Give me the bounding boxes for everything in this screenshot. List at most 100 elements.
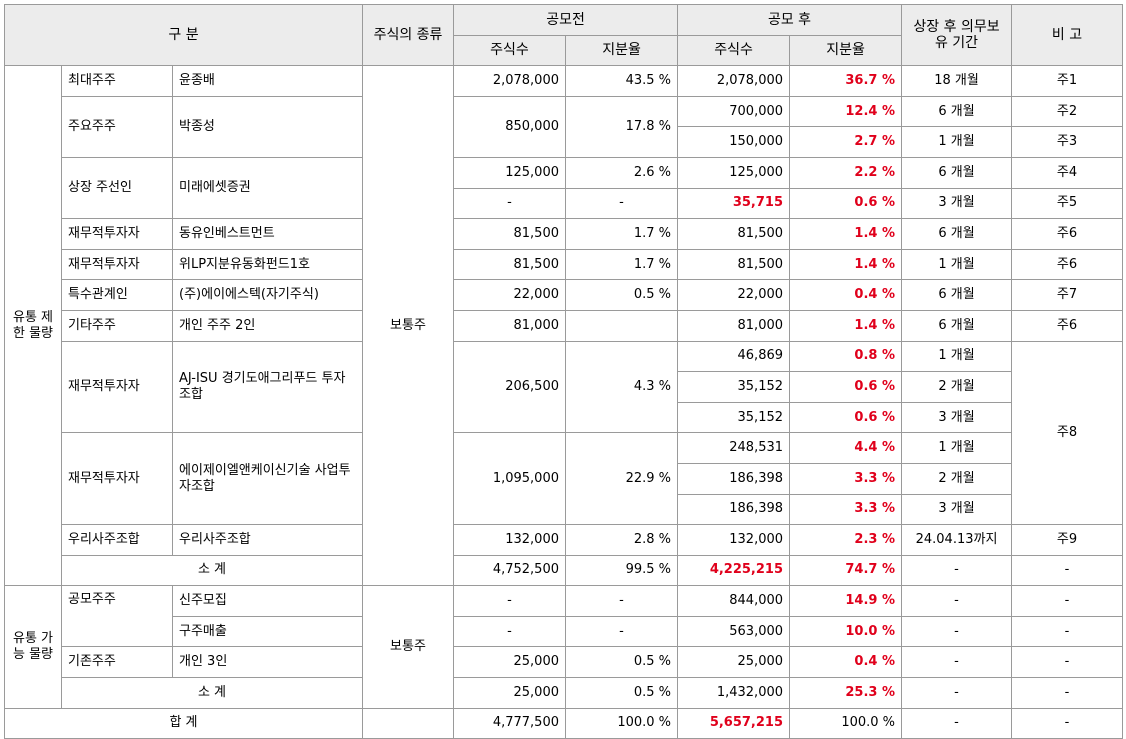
table-row: - - 35,715 0.6 % 3 개월 주5 bbox=[5, 187, 1124, 220]
holder-type: 특수관계인 bbox=[61, 279, 173, 311]
post-ratio: 2.2 % bbox=[789, 156, 903, 189]
post-shares: 844,000 bbox=[677, 585, 791, 617]
post-ratio: 0.6 % bbox=[789, 187, 903, 220]
pre-shares: 4,752,500 bbox=[453, 554, 566, 587]
post-ratio: 0.8 % bbox=[789, 340, 903, 373]
pre-ratio: - bbox=[564, 615, 679, 648]
holder-type: 최대주주 bbox=[61, 65, 173, 97]
lockup-table: 구 분 주식의 종류 공모전 공모 후 상장 후 의무보유 기간 비 고 주식수… bbox=[4, 3, 1124, 739]
post-ratio: 0.6 % bbox=[789, 401, 903, 434]
lockup-period: - bbox=[901, 554, 1013, 587]
holder-type: 재무적투자자 bbox=[61, 340, 173, 434]
pre-shares: 25,000 bbox=[453, 677, 566, 709]
post-ratio: 1.4 % bbox=[789, 218, 903, 250]
post-ratio: 1.4 % bbox=[789, 309, 903, 342]
pre-shares: 81,500 bbox=[453, 218, 566, 250]
holder-type: 기존주주 bbox=[61, 646, 173, 679]
post-shares: 46,869 bbox=[677, 340, 791, 373]
total-stock-type bbox=[362, 707, 454, 739]
holder-name: 에이제이엘앤케이신기술 사업투자조합 bbox=[172, 432, 363, 526]
table-row: 기타주주 개인 주주 2인 81,000 81,000 1.4 % 6 개월 주… bbox=[5, 309, 1124, 342]
post-ratio: 2.3 % bbox=[789, 524, 903, 556]
pre-ratio: - bbox=[564, 585, 679, 617]
table-row: 186,398 3.3 % 2 개월 bbox=[5, 462, 1123, 495]
header-stock-type: 주식의 종류 bbox=[362, 3, 454, 67]
post-shares: 81,500 bbox=[677, 248, 791, 281]
total-label: 합 계 bbox=[4, 707, 363, 739]
pre-shares: - bbox=[453, 187, 566, 220]
pre-shares: 4,777,500 bbox=[453, 707, 566, 739]
note: - bbox=[1011, 646, 1124, 679]
holder-name: 위LP지분유동화펀드1호 bbox=[172, 248, 363, 281]
pre-ratio: 2.6 % bbox=[564, 156, 679, 189]
lockup-period: - bbox=[901, 677, 1013, 709]
lockup-period: 3 개월 bbox=[901, 187, 1013, 220]
header-lockup-period: 상장 후 의무보유 기간 bbox=[901, 3, 1013, 67]
post-shares: 248,531 bbox=[677, 432, 791, 464]
header-pre-ratio: 지분율 bbox=[564, 34, 679, 67]
lockup-period: 24.04.13까지 bbox=[901, 524, 1013, 556]
post-shares: 186,398 bbox=[677, 462, 791, 495]
post-shares: 5,657,215 bbox=[677, 707, 791, 739]
pre-ratio bbox=[564, 309, 679, 342]
header-note: 비 고 bbox=[1011, 3, 1124, 67]
lockup-period: 1 개월 bbox=[901, 340, 1013, 373]
table-row: 유통 가능 물량 공모주주 신주모집 보통주 - - 844,000 14.9 … bbox=[4, 585, 1124, 709]
subtotal-label: 소 계 bbox=[61, 677, 363, 709]
lockup-period: - bbox=[901, 615, 1013, 648]
note: 주1 bbox=[1011, 65, 1124, 97]
post-shares: 563,000 bbox=[677, 615, 791, 648]
post-shares: 150,000 bbox=[677, 126, 791, 158]
table-row: 재무적투자자 동유인베스트먼트 81,500 1.7 % 81,500 1.4 … bbox=[5, 218, 1124, 250]
post-ratio: 3.3 % bbox=[789, 493, 903, 526]
note: - bbox=[1011, 554, 1124, 587]
pre-ratio: 0.5 % bbox=[564, 646, 679, 679]
post-ratio: 0.4 % bbox=[789, 279, 903, 311]
pre-shares: 1,095,000 bbox=[453, 432, 566, 526]
holder-name: 윤종배 bbox=[172, 65, 363, 97]
pre-shares: 125,000 bbox=[453, 156, 566, 189]
total-row: 합 계 4,777,500 100.0 % 5,657,215 100.0 % … bbox=[4, 707, 1124, 739]
lockup-period: 1 개월 bbox=[901, 248, 1013, 281]
holder-type: 우리사주조합 bbox=[61, 524, 173, 556]
table-row: 기존주주 개인 3인 25,000 0.5 % 25,000 0.4 % - - bbox=[5, 646, 1124, 679]
pre-shares: 850,000 bbox=[453, 95, 566, 158]
table-row: 재무적투자자 AJ-ISU 경기도애그리푸드 투자조합 206,500 4.3 … bbox=[5, 340, 1124, 526]
subtotal-label: 소 계 bbox=[61, 554, 363, 587]
post-shares: 132,000 bbox=[677, 524, 791, 556]
holder-type: 주요주주 bbox=[61, 95, 173, 158]
lockup-period: - bbox=[901, 585, 1013, 617]
lockup-period: - bbox=[901, 646, 1013, 679]
table-row: 우리사주조합 우리사주조합 132,000 2.8 % 132,000 2.3 … bbox=[5, 524, 1124, 556]
table-row: 유통 제한 물량 최대주주 윤종배 보통주 2,078,000 43.5 % 2… bbox=[4, 65, 1124, 587]
holder-name: (주)에이에스텍(자기주식) bbox=[172, 279, 363, 311]
note: - bbox=[1011, 615, 1124, 648]
table-row: 재무적투자자 에이제이엘앤케이신기술 사업투자조합 1,095,000 22.9… bbox=[5, 432, 1123, 526]
pre-shares: 132,000 bbox=[453, 524, 566, 556]
pre-shares: - bbox=[453, 585, 566, 617]
pre-shares: 2,078,000 bbox=[453, 65, 566, 97]
post-shares: 4,225,215 bbox=[677, 554, 791, 587]
post-shares: 186,398 bbox=[677, 493, 791, 526]
note: 주2 bbox=[1011, 95, 1124, 128]
pre-shares: 25,000 bbox=[453, 646, 566, 679]
holder-type: 공모주주 bbox=[61, 585, 173, 648]
note: 주6 bbox=[1011, 248, 1124, 281]
note: - bbox=[1011, 677, 1124, 709]
header-after: 공모 후 bbox=[677, 4, 903, 36]
lockup-period: 1 개월 bbox=[901, 126, 1013, 158]
group-tradable: 유통 가능 물량 bbox=[4, 585, 62, 709]
post-shares: 25,000 bbox=[677, 646, 791, 679]
pre-ratio: 2.8 % bbox=[564, 524, 679, 556]
lockup-period: 2 개월 bbox=[901, 371, 1013, 403]
note: 주6 bbox=[1011, 218, 1124, 250]
post-shares: 1,432,000 bbox=[677, 677, 791, 709]
post-ratio: 36.7 % bbox=[789, 65, 903, 97]
holder-name: 동유인베스트먼트 bbox=[172, 218, 363, 250]
holder-name: 미래에셋증권 bbox=[172, 156, 363, 220]
table-row: 구주매출 - - 563,000 10.0 % - - bbox=[5, 615, 1124, 648]
lockup-period: 3 개월 bbox=[901, 493, 1013, 526]
holder-name: AJ-ISU 경기도애그리푸드 투자조합 bbox=[172, 340, 363, 434]
post-ratio: 2.7 % bbox=[789, 126, 903, 158]
holder-type: 기타주주 bbox=[61, 309, 173, 342]
